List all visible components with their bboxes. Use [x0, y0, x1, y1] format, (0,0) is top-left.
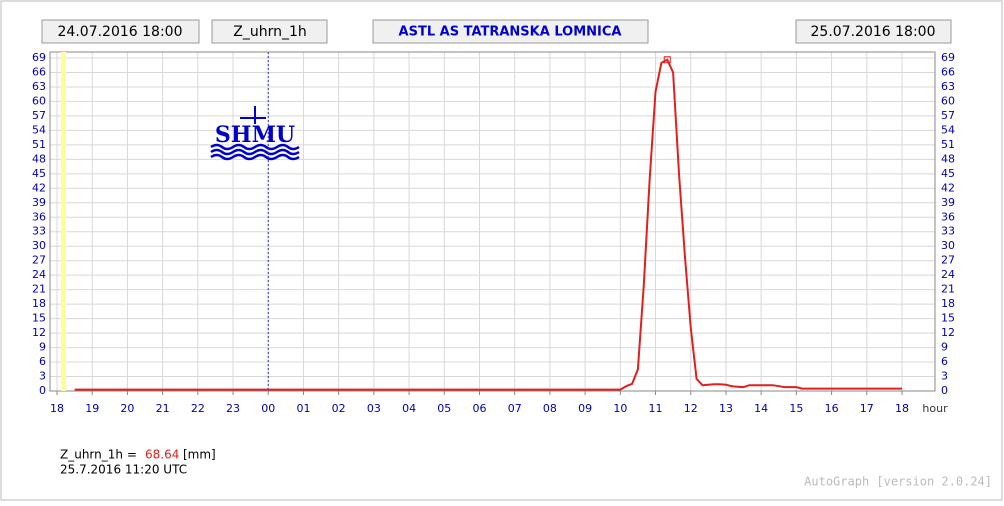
x-tick-label: 19: [85, 402, 99, 415]
y-tick-label: 54: [32, 123, 46, 136]
x-tick-label: 04: [402, 402, 416, 415]
x-tick-label: 22: [191, 402, 205, 415]
y-tick-label-right: 39: [941, 196, 955, 209]
y-tick-label-right: 6: [941, 355, 948, 368]
y-tick-label: 30: [32, 239, 46, 252]
y-tick-label: 39: [32, 196, 46, 209]
readout-time: 25.7.2016 11:20 UTC: [60, 463, 187, 477]
y-tick-label-right: 57: [941, 109, 955, 122]
y-tick-label: 21: [32, 283, 46, 296]
y-tick-label-right: 27: [941, 254, 955, 267]
logo-text: SHMU: [215, 122, 295, 148]
y-tick-label-right: 63: [941, 80, 955, 93]
y-tick-label-right: 51: [941, 138, 955, 151]
y-tick-label: 60: [32, 94, 46, 107]
y-tick-label: 42: [32, 181, 46, 194]
y-tick-label: 51: [32, 138, 46, 151]
readout-unit: [mm]: [183, 448, 216, 462]
y-tick-label: 0: [39, 384, 46, 397]
y-tick-label: 24: [32, 268, 46, 281]
readout-label: Z_uhrn_1h =: [60, 448, 137, 462]
plot-frame: [49, 51, 936, 392]
x-tick-label: 02: [332, 402, 346, 415]
y-tick-label: 69: [32, 51, 46, 64]
end-box: [795, 19, 952, 44]
y-tick-label-right: 66: [941, 65, 955, 78]
x-tick-label: 18: [895, 402, 909, 415]
y-tick-label: 15: [32, 312, 46, 325]
variable-box: [211, 19, 328, 44]
y-tick-label-right: 9: [941, 341, 948, 354]
y-tick-label-right: 60: [941, 94, 955, 107]
x-tick-label: 23: [226, 402, 240, 415]
y-tick-label: 45: [32, 167, 46, 180]
y-tick-label: 18: [32, 297, 46, 310]
y-tick-label: 3: [39, 370, 46, 383]
y-tick-label-right: 33: [941, 225, 955, 238]
x-tick-label: 14: [754, 402, 768, 415]
y-tick-label: 48: [32, 152, 46, 165]
y-tick-label-right: 42: [941, 181, 955, 194]
x-tick-label: 09: [578, 402, 592, 415]
y-tick-label-right: 15: [941, 312, 955, 325]
x-tick-label: 15: [789, 402, 803, 415]
x-tick-label: 16: [825, 402, 839, 415]
x-tick-label: 12: [684, 402, 698, 415]
chart-title: ASTL AS TATRANSKA LOMNICA: [399, 25, 622, 40]
start-box: [41, 19, 200, 44]
x-tick-label: 06: [473, 402, 487, 415]
max-marker: [663, 56, 671, 64]
x-tick-label: 17: [860, 402, 874, 415]
footer: AutoGraph [version 2.0.24]: [804, 475, 992, 489]
x-tick-label: 07: [508, 402, 522, 415]
y-tick-label: 66: [32, 65, 46, 78]
y-tick-label: 57: [32, 109, 46, 122]
y-tick-label-right: 30: [941, 239, 955, 252]
start-label: 24.07.2016 18:00: [58, 24, 183, 40]
end-label: 25.07.2016 18:00: [811, 24, 936, 40]
x-tick-label: 05: [437, 402, 451, 415]
x-axis-label: hour: [922, 402, 948, 415]
y-tick-label-right: 3: [941, 370, 948, 383]
variable-label: Z_uhrn_1h: [233, 24, 307, 40]
y-tick-label-right: 24: [941, 268, 955, 281]
y-tick-label-right: 18: [941, 297, 955, 310]
y-tick-label-right: 45: [941, 167, 955, 180]
x-tick-label: 18: [50, 402, 64, 415]
y-tick-label-right: 69: [941, 51, 955, 64]
x-tick-label: 13: [719, 402, 733, 415]
y-tick-label-right: 48: [941, 152, 955, 165]
title-box: [372, 19, 649, 44]
highlight-band: [61, 52, 66, 391]
y-tick-label: 33: [32, 225, 46, 238]
y-tick-label-right: 12: [941, 326, 955, 339]
x-tick-label: 20: [120, 402, 134, 415]
x-tick-label: 10: [613, 402, 627, 415]
series-line: [74, 58, 902, 391]
y-tick-label-right: 0: [941, 384, 948, 397]
x-tick-label: 01: [296, 402, 310, 415]
y-tick-label-right: 21: [941, 283, 955, 296]
x-tick-label: 00: [261, 402, 275, 415]
x-tick-label: 08: [543, 402, 557, 415]
x-tick-label: 11: [649, 402, 663, 415]
y-tick-label: 36: [32, 210, 46, 223]
logo: SHMU: [210, 106, 300, 161]
readout-value: 68.64: [145, 448, 179, 462]
y-tick-label-right: 54: [941, 123, 955, 136]
y-tick-label: 63: [32, 80, 46, 93]
x-tick-label: 21: [156, 402, 170, 415]
y-tick-label-right: 36: [941, 210, 955, 223]
y-tick-label: 27: [32, 254, 46, 267]
x-tick-label: 03: [367, 402, 381, 415]
y-tick-label: 6: [39, 355, 46, 368]
y-tick-label: 12: [32, 326, 46, 339]
y-tick-label: 9: [39, 341, 46, 354]
